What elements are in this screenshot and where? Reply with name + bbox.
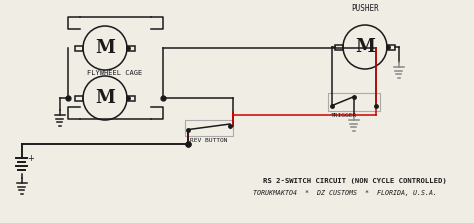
Bar [127,45,135,50]
Bar [75,45,83,50]
Bar [387,45,395,50]
Text: PUSHER: PUSHER [351,4,379,13]
Text: FLYWHEEL CAGE: FLYWHEEL CAGE [87,70,143,76]
Text: M: M [355,38,375,56]
Text: RS 2-SWITCH CIRCUIT (NON CYCLE CONTROLLED): RS 2-SWITCH CIRCUIT (NON CYCLE CONTROLLE… [263,178,447,184]
Text: M: M [95,89,115,107]
Bar [127,95,135,101]
Text: M: M [95,39,115,57]
Text: +: + [27,154,34,163]
Bar [75,95,83,101]
Bar [185,120,233,136]
Text: TRIGGER: TRIGGER [331,113,357,118]
Text: REV BUTTON: REV BUTTON [190,138,228,143]
Text: TORUKMAKTO4  *  DZ CUSTOMS  *  FLORIDA, U.S.A.: TORUKMAKTO4 * DZ CUSTOMS * FLORIDA, U.S.… [253,190,437,196]
Bar [328,93,380,111]
Bar [335,45,343,50]
